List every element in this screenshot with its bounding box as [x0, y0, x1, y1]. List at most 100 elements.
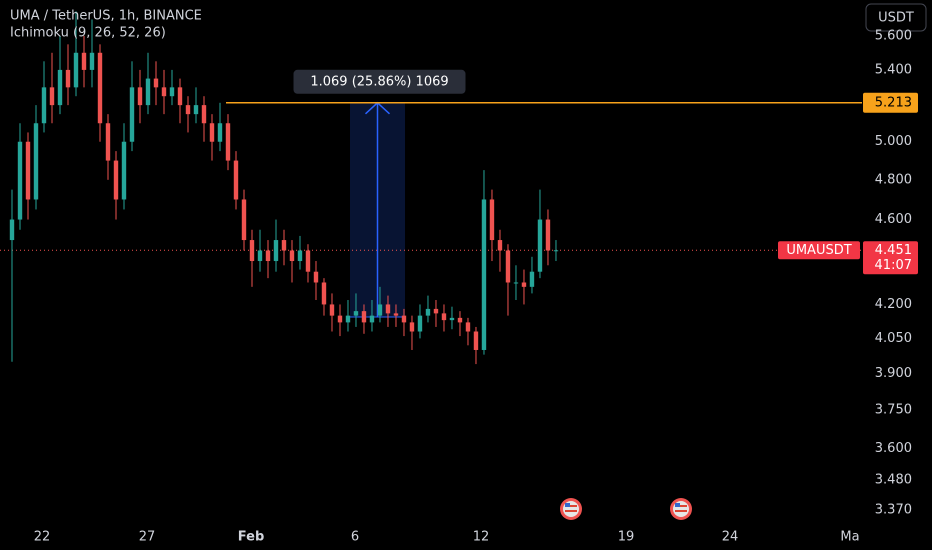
candle-body — [17, 141, 23, 220]
candle-body — [345, 315, 351, 323]
candle-body — [377, 304, 383, 316]
candle-body — [265, 250, 271, 262]
price-label: 4.451 — [875, 243, 912, 258]
candle-body — [505, 250, 511, 283]
plot-area — [0, 11, 866, 528]
candle-body — [113, 160, 119, 200]
y-tick-label: 3.900 — [875, 366, 912, 381]
candle-body — [289, 250, 295, 262]
candle-body — [497, 240, 503, 251]
candle-body — [449, 317, 455, 321]
level-label-bg — [863, 92, 918, 113]
price-label-bg — [863, 241, 918, 275]
candle-body — [73, 52, 79, 88]
candle-body — [529, 271, 535, 287]
candle-body — [81, 52, 87, 70]
candle-body — [161, 87, 167, 97]
candle-body — [153, 78, 159, 88]
candle-body — [257, 250, 263, 262]
candle-body — [489, 199, 495, 241]
y-tick-label: 5.400 — [875, 62, 912, 77]
indicator-label: Ichimoku (9, 26, 52, 26) — [10, 26, 166, 41]
y-tick-label: 4.200 — [875, 297, 912, 312]
candle-body — [49, 87, 55, 106]
candle-body — [401, 315, 407, 323]
y-tick-label: 3.370 — [875, 502, 912, 517]
event-icon — [560, 498, 582, 520]
x-tick-label: Ma — [840, 530, 859, 545]
candle-body — [225, 123, 231, 161]
candle-body — [241, 199, 247, 241]
candle-body — [457, 317, 463, 323]
currency-label[interactable]: USDT — [878, 11, 914, 26]
symbol-label: UMAUSDT — [786, 243, 851, 258]
candle-body — [137, 87, 143, 106]
candle-body — [361, 311, 367, 323]
y-tick-label: 5.000 — [875, 134, 912, 149]
event-icon — [670, 498, 692, 520]
x-tick-label: 19 — [618, 530, 635, 545]
candle-body — [353, 311, 359, 316]
x-tick-label: 24 — [722, 530, 739, 545]
y-tick-label: 4.800 — [875, 172, 912, 187]
candle-body — [441, 313, 447, 321]
x-tick-label: 6 — [351, 530, 359, 545]
candle-body — [553, 250, 559, 252]
candle-body — [481, 199, 487, 350]
candle-body — [465, 322, 471, 332]
candle-body — [417, 315, 423, 332]
candle-body — [185, 105, 191, 115]
candle-body — [281, 240, 287, 251]
candle-body — [33, 123, 39, 200]
candle-body — [425, 308, 431, 316]
candle-body — [233, 160, 239, 200]
candle-body — [313, 271, 319, 283]
candle-body — [97, 52, 103, 124]
candle-body — [393, 313, 399, 316]
candle-body — [321, 282, 327, 305]
candle-body — [193, 105, 199, 115]
x-tick-label: 22 — [34, 530, 51, 545]
candle-body — [545, 219, 551, 251]
candle-body — [337, 315, 343, 323]
chart-title: UMA / TetherUS, 1h, BINANCE — [10, 9, 202, 24]
candle-body — [273, 240, 279, 262]
candle-body — [89, 52, 95, 70]
candle-body — [65, 69, 71, 88]
candle-body — [201, 105, 207, 124]
y-tick-label: 3.600 — [875, 441, 912, 456]
candle-body — [57, 69, 63, 106]
x-tick-label: Feb — [238, 530, 264, 545]
measure-label: 1.069 (25.86%) 1069 — [310, 74, 448, 89]
candle-body — [521, 282, 527, 287]
level-label: 5.213 — [875, 95, 912, 110]
candle-body — [513, 282, 519, 284]
symbol-label-bg — [778, 241, 860, 260]
candle-body — [169, 87, 175, 97]
x-tick-label: 12 — [473, 530, 490, 545]
candle-body — [297, 250, 303, 262]
candle-body — [9, 219, 15, 241]
candle-body — [25, 141, 31, 200]
countdown-label: 41:07 — [875, 258, 912, 273]
y-tick-label: 4.050 — [875, 331, 912, 346]
candle-body — [121, 141, 127, 200]
candle-body — [129, 87, 135, 142]
y-tick-label: 5.600 — [875, 28, 912, 43]
candle-body — [473, 331, 479, 350]
candle-body — [41, 87, 47, 124]
currency-button[interactable] — [865, 3, 927, 32]
candle-body — [105, 123, 111, 161]
candle-body — [537, 219, 543, 272]
candle-body — [177, 87, 183, 106]
candle-body — [433, 308, 439, 314]
candle-body — [329, 304, 335, 316]
x-tick-label: 27 — [139, 530, 156, 545]
candle-body — [305, 250, 311, 272]
candle-body — [217, 123, 223, 142]
candle-body — [385, 304, 391, 314]
candle-body — [409, 322, 415, 332]
y-tick-label: 3.480 — [875, 472, 912, 487]
